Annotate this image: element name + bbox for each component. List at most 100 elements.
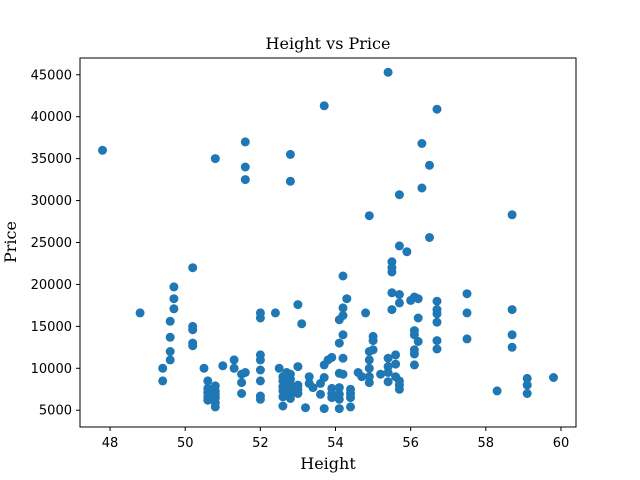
data-point [169, 304, 179, 314]
data-point [255, 394, 265, 404]
data-point [293, 362, 303, 372]
data-point [338, 330, 348, 340]
data-point [270, 308, 280, 318]
data-point [522, 373, 532, 383]
data-point [492, 386, 502, 396]
data-point [507, 342, 517, 352]
data-point [338, 369, 348, 379]
data-point [319, 373, 329, 382]
data-point [285, 394, 295, 403]
data-point [368, 336, 378, 346]
data-point [361, 308, 371, 318]
data-point [364, 211, 374, 221]
data-point [229, 355, 239, 365]
data-point [376, 369, 386, 379]
data-point [522, 380, 532, 390]
x-tick-label: 50 [177, 436, 194, 451]
data-point [334, 338, 344, 348]
data-point [507, 305, 517, 315]
data-point [210, 154, 220, 164]
data-point [319, 404, 329, 414]
data-point [285, 149, 295, 159]
data-point [278, 401, 288, 411]
data-point [522, 389, 532, 398]
data-point [240, 368, 250, 377]
data-point [327, 393, 337, 403]
x-tick-label: 56 [402, 436, 419, 451]
data-point [338, 303, 348, 313]
data-point [432, 344, 442, 354]
data-point [346, 402, 355, 412]
y-tick-label: 10000 [31, 362, 72, 377]
y-axis-ticks: 5000 10000 15000 20000 25000 30000 35000 40000 4… [31, 68, 80, 419]
data-point [98, 145, 107, 155]
chart-title: Height vs Price [266, 34, 391, 53]
data-point [346, 393, 355, 403]
data-point [432, 336, 442, 346]
data-point [409, 360, 419, 370]
data-point [297, 319, 307, 329]
y-tick-label: 35000 [31, 152, 72, 167]
data-point [432, 317, 442, 327]
x-axis-label: Height [300, 454, 356, 473]
data-point [383, 368, 393, 377]
data-point [165, 355, 175, 365]
data-point [237, 378, 247, 388]
data-point [387, 267, 397, 277]
data-point [199, 363, 209, 373]
x-tick-label: 58 [478, 436, 495, 451]
data-point [278, 392, 288, 402]
data-point [240, 137, 250, 147]
data-point [255, 313, 265, 323]
data-point [462, 334, 472, 344]
data-point [308, 383, 318, 393]
data-point [237, 389, 247, 398]
data-point [210, 402, 220, 412]
data-point [229, 363, 239, 373]
data-point [240, 175, 250, 185]
data-point [425, 160, 434, 170]
data-point [316, 389, 325, 399]
data-point [387, 305, 397, 315]
data-point [165, 347, 175, 356]
data-point [255, 376, 265, 386]
scatter-points [98, 67, 558, 414]
data-point [342, 294, 352, 304]
data-point [417, 183, 427, 193]
data-point [425, 233, 434, 242]
data-point [334, 404, 344, 414]
data-point [301, 403, 310, 413]
data-point [364, 378, 374, 388]
data-point [364, 355, 374, 365]
data-point [285, 176, 295, 186]
y-tick-label: 30000 [31, 194, 72, 209]
data-point [394, 298, 404, 308]
data-point [432, 296, 442, 306]
data-point [165, 316, 175, 326]
data-point [417, 139, 427, 148]
data-point [203, 376, 213, 386]
data-point [391, 359, 401, 369]
x-tick-label: 48 [102, 436, 119, 451]
data-point [394, 241, 404, 251]
x-tick-label: 52 [252, 436, 269, 451]
data-point [338, 271, 348, 281]
y-tick-label: 45000 [31, 68, 72, 83]
data-point [507, 210, 517, 220]
data-point [304, 372, 314, 382]
y-tick-label: 15000 [31, 320, 72, 335]
y-tick-label: 40000 [31, 110, 72, 125]
x-tick-label: 60 [553, 436, 570, 451]
data-point [293, 300, 303, 310]
data-point [334, 394, 344, 404]
data-point [387, 288, 397, 298]
data-point [462, 289, 472, 299]
data-point [334, 383, 344, 393]
data-point [402, 247, 412, 257]
data-point [274, 363, 284, 373]
data-point [165, 332, 175, 342]
data-point [368, 345, 378, 355]
data-point [383, 353, 393, 363]
plot-frame [79, 57, 577, 428]
data-point [549, 373, 558, 382]
